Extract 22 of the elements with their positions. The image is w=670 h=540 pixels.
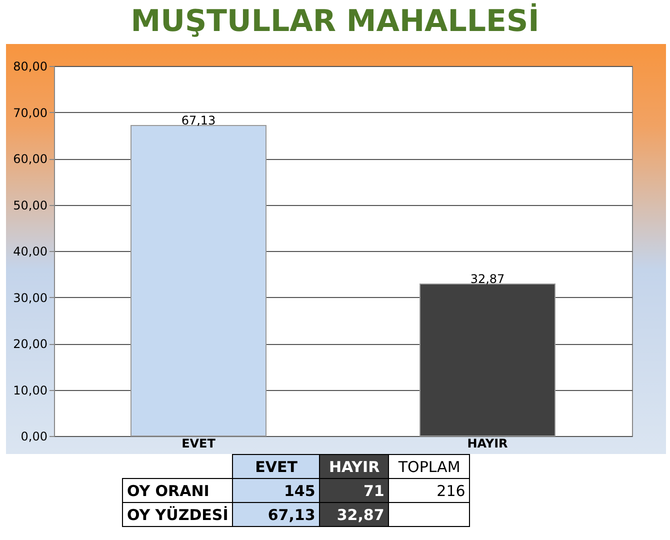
y-tick-label: 80,00: [13, 60, 48, 74]
y-tick-label: 20,00: [13, 337, 48, 351]
y-tick-label: 30,00: [13, 290, 48, 305]
y-tick-label: 50,00: [13, 198, 48, 212]
text: 32,87: [470, 272, 505, 286]
category-label: HAYIR: [328, 458, 380, 476]
y-tick-label: 10,00: [13, 383, 48, 398]
y-tick-label: 0,00: [20, 430, 48, 444]
category-label: EVET: [255, 458, 298, 476]
text: 216: [388, 478, 470, 502]
text: 67,13: [181, 114, 216, 128]
text: 145: [232, 478, 320, 502]
text: OY ORANI: [122, 478, 233, 502]
text: 71: [320, 478, 389, 502]
chart-title: MUŞTULLAR MAHALLESİ: [130, 2, 540, 41]
y-tick-label: 60,00: [13, 152, 48, 166]
y-tick-label: 70,00: [13, 106, 48, 120]
text: OY YÜZDESİ: [122, 502, 233, 526]
text: TOPLAM: [388, 454, 470, 478]
data-label: 32,87: [320, 502, 389, 526]
y-tick-label: 40,00: [13, 244, 48, 258]
data-label: 67,13: [232, 502, 320, 526]
